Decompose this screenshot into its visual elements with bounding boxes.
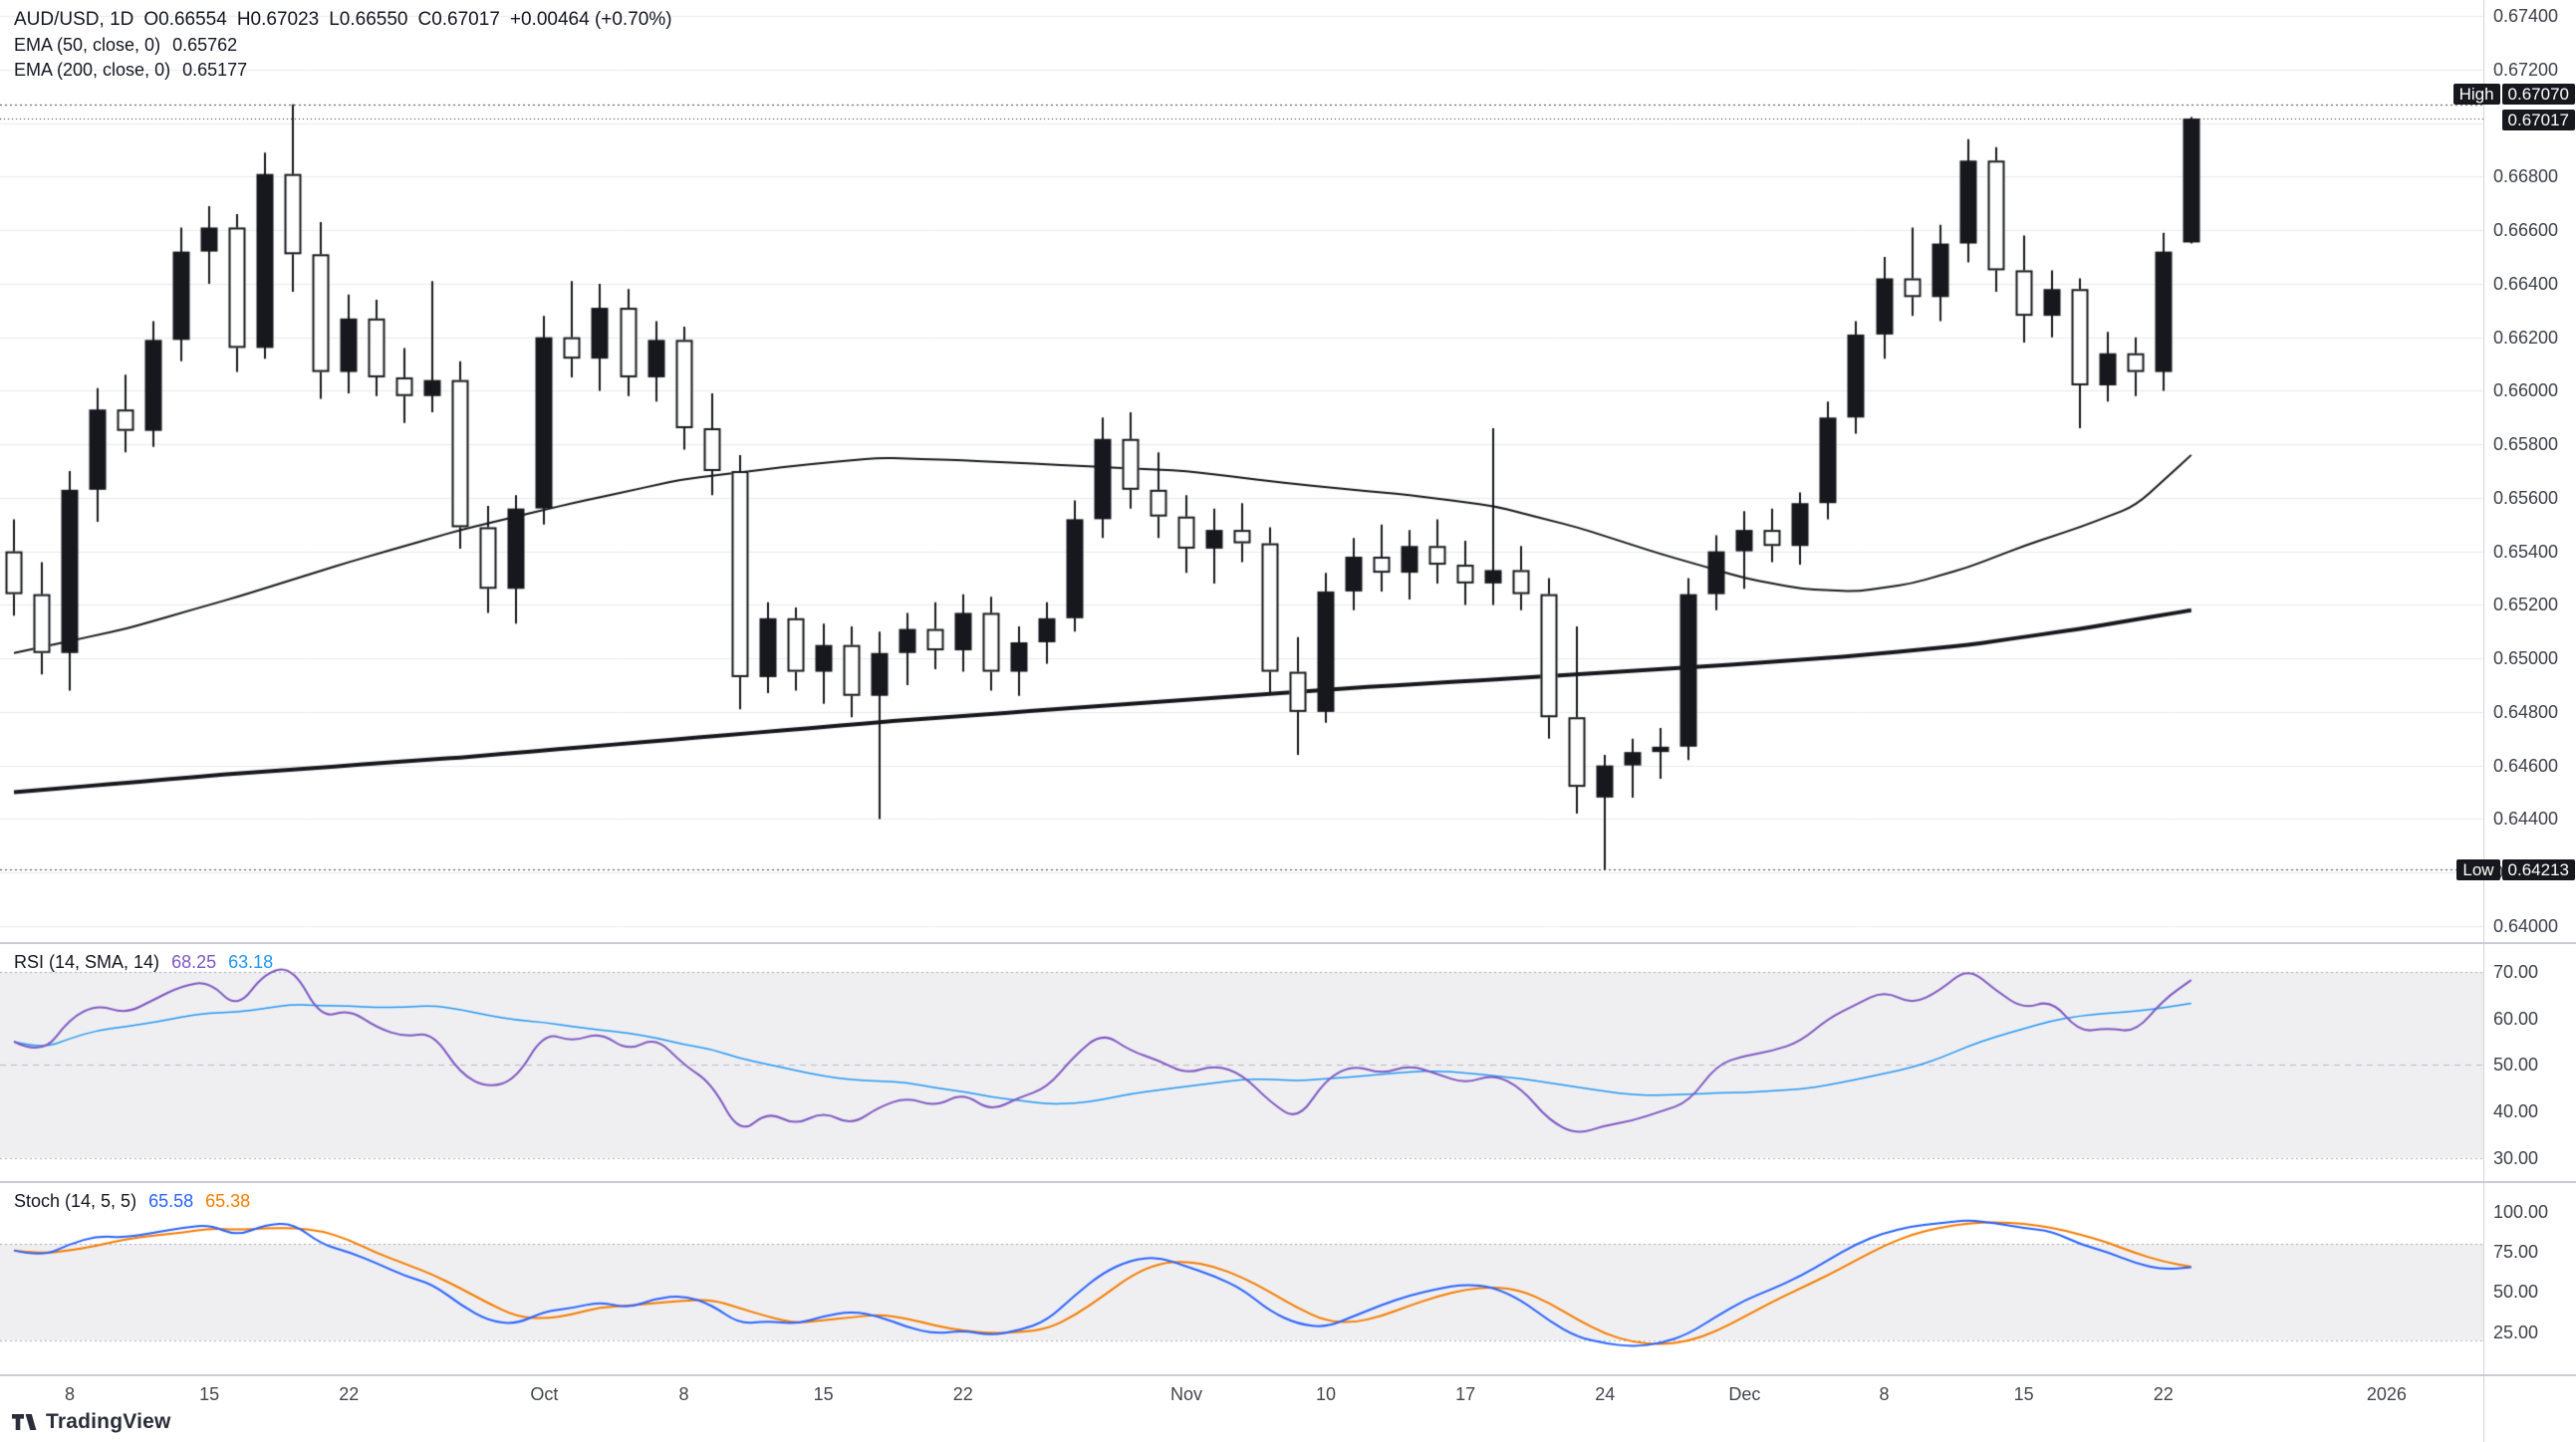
ohlc-open: O0.66554 [143,9,227,30]
axis-tick-label: 40.00 [2493,1101,2539,1121]
ema200-value: 0.65177 [182,60,248,80]
axis-tick-label: 70.00 [2493,962,2539,982]
last-badge-value: 0.67017 [2501,110,2575,131]
ohlc-high: H0.67023 [236,9,320,30]
ohlc-close: C0.67017 [417,9,500,30]
pane-separator[interactable] [0,942,2576,944]
time-axis-label: 8 [678,1384,689,1404]
rsi-legend[interactable]: RSI (14, SMA, 14) 68.25 63.18 [14,950,273,975]
time-axis-label: Nov [1169,1384,1202,1404]
daily-change: +0.00464 (+0.70%) [509,9,672,30]
axis-tick-label: 50.00 [2493,1282,2539,1303]
time-axis-label: 15 [2013,1384,2034,1404]
axis-tick-label: 0.65800 [2493,434,2559,455]
axis-tick-label: 0.67200 [2493,59,2559,80]
rsi-value: 68.25 [171,952,217,972]
time-axis-label: Dec [1728,1384,1761,1404]
ema50-legend-row[interactable]: EMA (50, close, 0) 0.65762 [14,33,672,58]
time-axis-label: 22 [2153,1384,2174,1404]
tradingview-logo[interactable]: TradingView [12,1410,171,1434]
axis-tick-label: 25.00 [2493,1322,2539,1342]
axis-tick-label: 100.00 [2493,1201,2549,1222]
time-axis-label: Oct [530,1384,559,1404]
time-axis[interactable]: 8 15 22 Oct 8 15 22 Nov 10 17 24 Dec 8 15 22 2026 [0,1378,2576,1418]
axis-tick-label: 50.00 [2493,1055,2539,1076]
axis-tick-label: 0.67400 [2493,6,2559,27]
axis-tick-label: 0.66400 [2493,273,2559,294]
high-price-badge: High 0.67070 [2452,83,2575,105]
stoch-legend[interactable]: Stoch (14, 5, 5) 65.58 65.38 [14,1189,250,1214]
axis-tick-label: 0.64800 [2493,701,2559,722]
low-price-badge: Low 0.64213 [2456,858,2575,880]
symbol-ohlc-row[interactable]: AUD/USD, 1D O0.66554 H0.67023 L0.66550 C… [14,6,672,33]
pane-separator[interactable] [0,1374,2576,1376]
price-axis[interactable]: 0.640000.642000.644000.646000.648000.650… [2452,0,2576,1442]
time-axis-label: 22 [339,1384,360,1404]
time-axis-label: 17 [1455,1384,1476,1404]
time-axis-label: 8 [1879,1384,1890,1404]
ema200-legend-row[interactable]: EMA (200, close, 0) 0.65177 [14,58,672,83]
axis-tick-label: 0.64000 [2493,915,2559,936]
time-axis-label: 24 [1595,1384,1616,1404]
stoch-k-value: 65.58 [148,1191,194,1211]
time-axis-label: 15 [199,1384,220,1404]
last-price-badge: 0.67017 [2501,110,2575,131]
tradingview-icon [12,1414,37,1430]
axis-tick-label: 60.00 [2493,1008,2539,1029]
time-axis-label: 10 [1316,1384,1337,1404]
ohlc-low: L0.66550 [329,9,408,30]
high-badge-value: 0.67070 [2501,83,2575,105]
axis-tick-label: 0.65000 [2493,648,2559,669]
stoch-label: Stoch (14, 5, 5) [14,1191,137,1211]
ema200-label: EMA (200, close, 0) [14,60,171,80]
ema50-value: 0.65762 [172,35,238,55]
axis-tick-label: 0.66000 [2493,380,2559,401]
symbol-interval: AUD/USD, 1D [14,9,134,30]
axis-tick-label: 0.64400 [2493,809,2559,830]
axis-tick-label: 0.65600 [2493,487,2559,508]
rsi-ma-value: 63.18 [228,952,274,972]
axis-tick-label: 0.65400 [2493,541,2559,562]
axis-tick-label: 0.64600 [2493,755,2559,776]
axis-tick-label: 0.66800 [2493,166,2559,187]
time-axis-label: 22 [952,1384,973,1404]
low-badge-value: 0.64213 [2501,858,2575,880]
axis-tick-label: 30.00 [2493,1147,2539,1168]
axis-tick-label: 75.00 [2493,1242,2539,1263]
low-badge-label: Low [2456,858,2500,880]
rsi-label: RSI (14, SMA, 14) [14,952,160,972]
pane-separator[interactable] [0,1181,2576,1183]
axis-tick-label: 0.66200 [2493,327,2559,348]
time-axis-label: 2026 [2366,1384,2407,1404]
ema50-label: EMA (50, close, 0) [14,35,161,55]
axis-tick-label: 0.65200 [2493,595,2559,615]
stoch-d-value: 65.38 [205,1191,251,1211]
tradingview-logo-text: TradingView [46,1410,171,1433]
high-badge-label: High [2452,83,2500,105]
time-axis-label: 15 [813,1384,834,1404]
axis-tick-label: 0.66600 [2493,220,2559,241]
time-axis-label: 8 [65,1384,76,1404]
main-chart-legend: AUD/USD, 1D O0.66554 H0.67023 L0.66550 C… [14,6,672,83]
